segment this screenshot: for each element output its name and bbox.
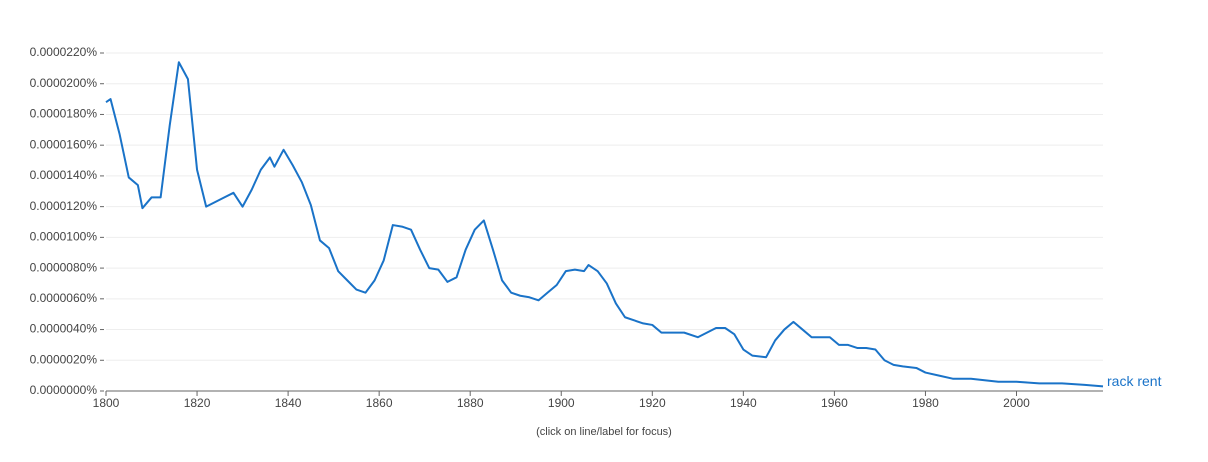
series-label: rack rent <box>1107 373 1162 389</box>
x-tick-label: 1940 <box>730 396 757 410</box>
y-tick-label: 0.0000060% <box>30 291 98 305</box>
y-tick-label: 0.0000040% <box>30 322 98 336</box>
x-tick-label: 1920 <box>639 396 666 410</box>
x-tick-label: 2000 <box>1003 396 1030 410</box>
y-tick-label: 0.0000200% <box>30 76 98 90</box>
y-tick-label: 0.0000020% <box>30 352 98 366</box>
x-tick-label: 1900 <box>548 396 575 410</box>
y-tick-label: 0.0000000% <box>30 383 98 397</box>
x-tick-label: 1880 <box>457 396 484 410</box>
x-tick-label: 1960 <box>821 396 848 410</box>
y-tick-label: 0.0000180% <box>30 107 98 121</box>
series-line <box>105 61 1104 388</box>
annotation: (click on line/label for focus) <box>536 426 672 438</box>
y-tick-label: 0.0000140% <box>30 168 98 182</box>
y-tick-label: 0.0000080% <box>30 260 98 274</box>
x-tick-label: 1800 <box>93 396 120 410</box>
x-tick-label: 1980 <box>912 396 939 410</box>
y-tick-label: 0.0000120% <box>30 199 98 213</box>
x-tick-label: 1840 <box>275 396 302 410</box>
y-tick-label: 0.0000220% <box>30 45 98 59</box>
x-tick-label: 1820 <box>184 396 211 410</box>
y-tick-label: 0.0000100% <box>30 230 98 244</box>
y-tick-label: 0.0000160% <box>30 137 98 151</box>
x-tick-label: 1860 <box>366 396 393 410</box>
